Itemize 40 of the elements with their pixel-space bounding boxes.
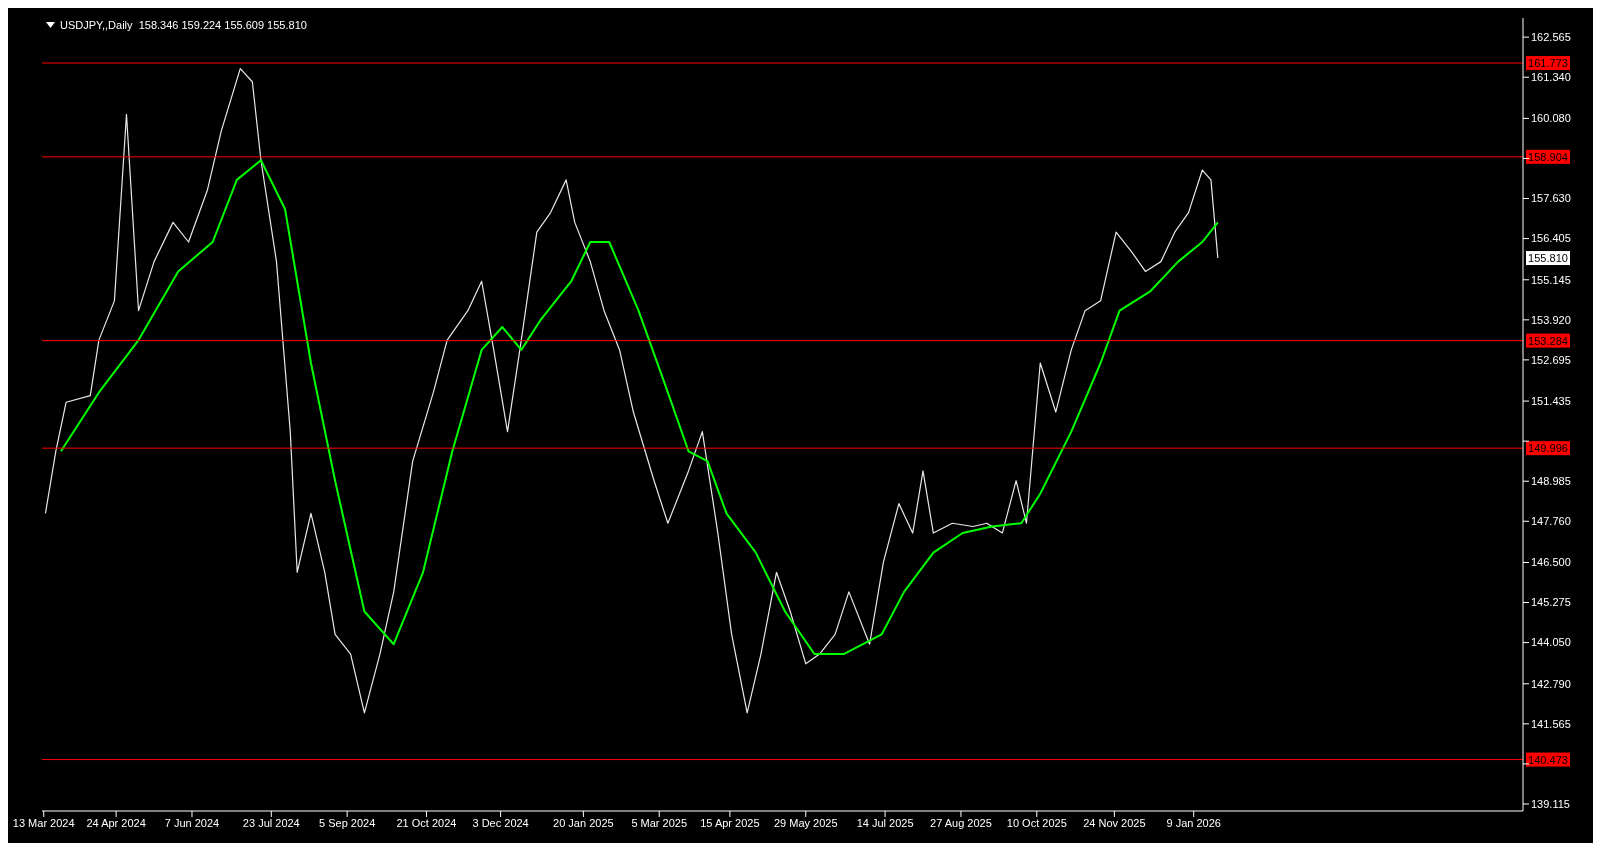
x-tick-label: 23 Jul 2024 [242,816,300,829]
y-tick-label: 155.145 [1531,273,1571,286]
y-tick-label: 144.050 [1531,636,1571,649]
y-tick-label: 153.920 [1531,313,1571,326]
x-tick-label: 20 Jan 2025 [553,816,614,829]
y-tick-label: 145.275 [1531,596,1571,609]
text: 155.810 [1528,252,1568,265]
x-tick-label: 15 Apr 2025 [700,816,760,829]
y-tick-label: 139.115 [1531,797,1570,810]
y-tick-label: 152.695 [1531,353,1571,366]
y-tick-label: 156.405 [1531,232,1571,245]
y-tick-label: 146.500 [1531,556,1571,569]
y-tick-label: 141.565 [1531,717,1571,730]
chart-title: USDJPY,,Daily 158.346 159.224 155.609 155.810 [60,19,307,31]
ref-line-label: 140.473 [1528,753,1568,766]
y-tick-label: 161.340 [1531,71,1571,84]
x-tick-label: 24 Nov 2025 [1083,816,1146,829]
x-tick-label: 5 Mar 2025 [631,816,688,829]
ref-line-label: 161.773 [1528,57,1568,70]
y-tick-label: 162.565 [1531,31,1571,44]
x-tick-label: 3 Dec 2024 [472,816,529,829]
y-tick-label: 160.080 [1531,112,1571,125]
y-tick-label: 142.790 [1531,677,1571,690]
x-tick-label: 14 Jul 2025 [856,816,914,829]
x-tick-label: 27 Aug 2025 [930,816,992,829]
x-tick-label: 5 Sep 2024 [319,816,376,829]
y-tick-label: 157.630 [1531,192,1571,205]
x-tick-label: 9 Jan 2026 [1166,816,1221,829]
x-tick-label: 7 Jun 2024 [164,816,220,829]
x-tick-label: 10 Oct 2025 [1006,816,1067,829]
x-tick-label: 13 Mar 2024 [12,816,75,829]
x-tick-label: 21 Oct 2024 [396,816,457,829]
y-tick-label: 151.435 [1531,395,1571,407]
x-tick-label: 29 May 2025 [773,816,838,829]
y-tick-label: 147.760 [1531,515,1571,528]
x-tick-label: 24 Apr 2024 [86,816,146,829]
ref-line-label: 149.996 [1528,442,1568,455]
ref-line-label: 158.904 [1528,150,1568,163]
y-tick-label: 148.985 [1531,475,1571,488]
ref-line-label: 153.284 [1528,334,1568,347]
